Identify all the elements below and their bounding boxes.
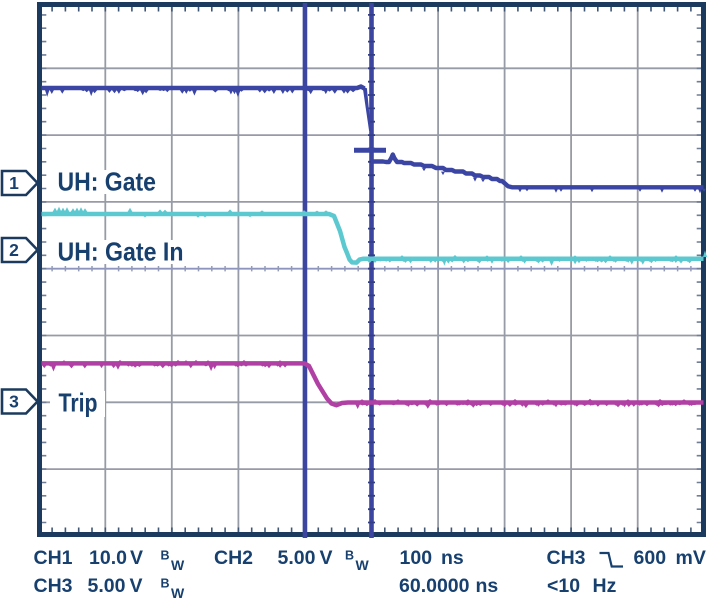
svg-text:CH2: CH2 bbox=[214, 547, 253, 569]
svg-text:100: 100 bbox=[400, 547, 433, 569]
svg-text:V: V bbox=[130, 575, 143, 597]
svg-text:5.00: 5.00 bbox=[88, 575, 126, 597]
svg-text:W: W bbox=[356, 557, 370, 573]
svg-text:Hz: Hz bbox=[593, 575, 617, 597]
svg-text:V: V bbox=[320, 547, 333, 569]
svg-text:UH: Gate In: UH: Gate In bbox=[58, 236, 184, 266]
svg-text:5.00: 5.00 bbox=[278, 547, 316, 569]
svg-text:<10: <10 bbox=[547, 575, 580, 597]
svg-text:600: 600 bbox=[634, 547, 667, 569]
svg-text:10.0: 10.0 bbox=[89, 547, 127, 569]
svg-text:ns: ns bbox=[476, 575, 499, 597]
svg-text:CH3: CH3 bbox=[547, 547, 586, 569]
svg-text:B: B bbox=[345, 549, 354, 563]
svg-text:60.0000: 60.0000 bbox=[399, 575, 470, 597]
svg-text:1: 1 bbox=[9, 173, 19, 193]
svg-text:UH: Gate: UH: Gate bbox=[58, 166, 157, 196]
svg-text:3: 3 bbox=[9, 392, 19, 412]
svg-text:CH3: CH3 bbox=[34, 575, 73, 597]
svg-text:CH1: CH1 bbox=[34, 547, 73, 569]
svg-text:ns: ns bbox=[441, 547, 464, 569]
svg-text:W: W bbox=[171, 557, 185, 573]
svg-text:B: B bbox=[161, 549, 170, 563]
svg-text:mV: mV bbox=[676, 547, 706, 569]
svg-text:W: W bbox=[171, 585, 185, 600]
svg-text:V: V bbox=[130, 547, 143, 569]
svg-text:B: B bbox=[161, 577, 170, 591]
svg-text:2: 2 bbox=[9, 240, 19, 260]
svg-text:Trip: Trip bbox=[59, 388, 98, 418]
